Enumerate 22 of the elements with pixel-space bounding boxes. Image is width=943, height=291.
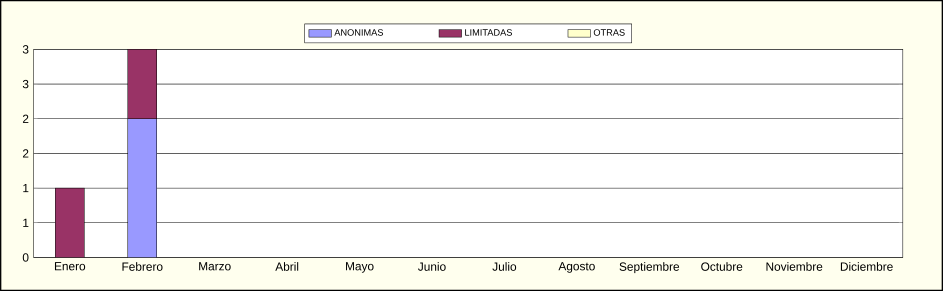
x-tick-label: Febrero: [122, 262, 162, 271]
y-tick-label: 1: [23, 218, 28, 227]
y-tick-label: 3: [22, 45, 28, 54]
x-tick-label: Julio: [492, 262, 516, 271]
x-tick-label: Marzo: [199, 262, 231, 270]
legend-label: LIMITADAS: [465, 29, 512, 36]
x-tick-label: Mayo: [346, 262, 374, 273]
x-tick-label: Enero: [54, 262, 86, 270]
x-tick-label: Septiembre: [620, 262, 680, 274]
x-tick-label: Junio: [418, 262, 446, 271]
y-tick-label: 2: [22, 149, 28, 158]
x-tick-label: Agosto: [558, 262, 595, 273]
x-tick-label: Diciembre: [840, 262, 893, 271]
y-tick-label: 2: [22, 114, 28, 123]
y-tick-label: 3: [22, 80, 28, 88]
x-tick-label: Noviembre: [766, 262, 822, 271]
legend-label: OTRAS: [594, 29, 625, 36]
legend-label: ANONIMAS: [334, 29, 384, 36]
x-tick-label: Octubre: [701, 262, 742, 271]
y-tick-label: 1: [23, 184, 28, 192]
y-tick-label: 0: [22, 253, 28, 262]
x-tick-label: Abril: [275, 262, 298, 271]
